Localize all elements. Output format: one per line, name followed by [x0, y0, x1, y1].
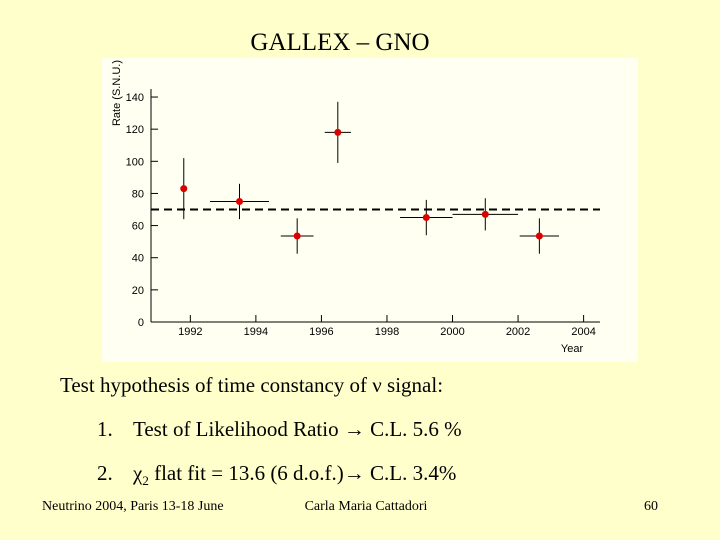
x-tick-label: 1998 — [375, 326, 399, 338]
y-axis-label: Rate (S.N.U.) — [111, 60, 123, 126]
y-tick-label: 120 — [126, 124, 144, 136]
data-point — [293, 232, 301, 240]
x-tick-label: 2000 — [440, 326, 464, 338]
y-tick-label: 0 — [138, 317, 144, 329]
slide-title: GALLEX – GNO — [250, 29, 429, 56]
y-tick-label: 60 — [132, 221, 144, 233]
data-point — [422, 214, 430, 222]
item-text: Test of Likelihood Ratio → C.L. 5.6 % — [133, 417, 462, 441]
y-tick-label: 100 — [126, 156, 144, 168]
item-part: 2 — [142, 473, 149, 488]
x-tick-label: 1992 — [178, 326, 202, 338]
item-number: 2. — [97, 461, 113, 485]
data-point — [481, 210, 489, 218]
data-point — [235, 197, 243, 205]
chart: 0 20 40 60 80 100 120 140 1992 1994 1996 1998 2000 20… — [111, 60, 600, 355]
footer-left: Neutrino 2004, Paris 13-18 June — [42, 499, 224, 514]
data-point — [180, 185, 188, 193]
y-tick-label: 140 — [126, 92, 144, 104]
y-tick-label: 80 — [132, 188, 144, 200]
x-tick-label: 2002 — [506, 326, 530, 338]
data-point — [535, 232, 543, 240]
lead-text: Test hypothesis of time constancy of ν s… — [60, 373, 443, 397]
item-part: flat fit = 13.6 (6 d.o.f.)→ C.L. 3.4% — [149, 461, 457, 485]
y-tick-label: 40 — [132, 253, 144, 265]
item-text: χ2 flat fit = 13.6 (6 d.o.f.)→ C.L. 3.4% — [132, 461, 456, 488]
x-axis-label: Year — [561, 343, 584, 355]
item-part: Test of Likelihood Ratio → C.L. 5.6 % — [133, 417, 462, 441]
data-point — [334, 128, 342, 136]
footer-right: 60 — [644, 499, 658, 514]
y-tick-label: 20 — [132, 285, 144, 297]
x-tick-label: 1994 — [244, 326, 268, 338]
item-number: 1. — [97, 417, 113, 441]
x-tick-label: 1996 — [309, 326, 333, 338]
item-part: χ — [132, 461, 143, 485]
x-tick-label: 2004 — [571, 326, 595, 338]
footer-center: Carla Maria Cattadori — [305, 499, 428, 514]
